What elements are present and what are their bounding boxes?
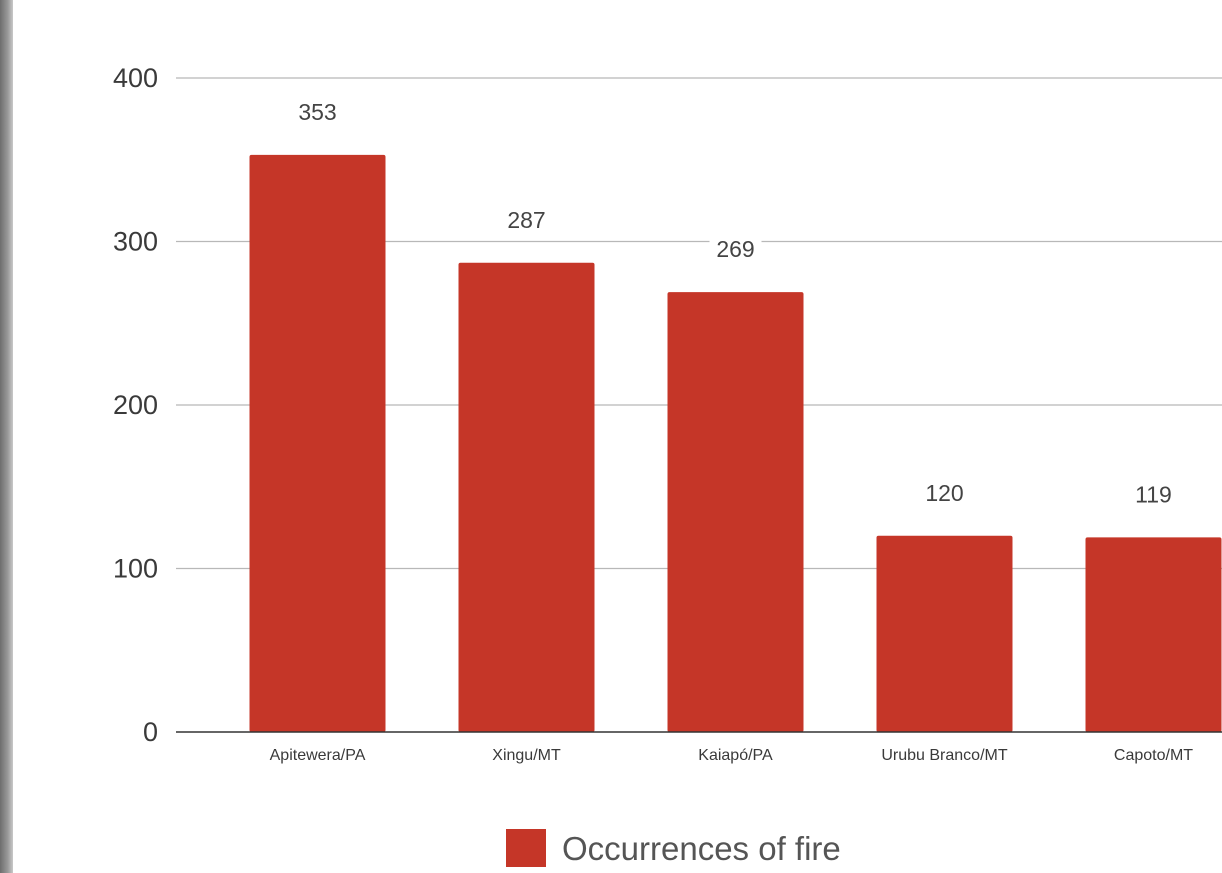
data-label-bg	[291, 97, 344, 127]
y-tick-label: 400	[113, 63, 158, 93]
x-tick-label: Urubu Branco/MT	[881, 747, 1007, 764]
y-tick-label: 100	[113, 554, 158, 584]
data-label-bg	[1127, 480, 1180, 510]
data-label: 353	[298, 99, 336, 125]
data-label-bg	[918, 478, 971, 508]
x-tick-label: Apitewera/PA	[270, 747, 366, 764]
bar	[249, 154, 386, 733]
data-label: 287	[507, 207, 545, 233]
data-label: 119	[1135, 481, 1172, 507]
legend-label: Occurrences of fire	[562, 830, 841, 867]
bar	[458, 262, 595, 732]
legend-swatch	[506, 829, 546, 867]
y-tick-label: 300	[113, 227, 158, 257]
data-labels: 353 287 269 120 119	[291, 97, 1180, 510]
bar	[1085, 537, 1222, 732]
data-label: 120	[925, 480, 963, 506]
y-axis-ticks: 0 100 200 300 400	[113, 63, 158, 747]
bar	[876, 535, 1013, 732]
data-label-bg	[500, 205, 553, 235]
data-label: 269	[716, 236, 754, 262]
x-tick-label: Xingu/MT	[492, 747, 561, 764]
y-tick-label: 200	[113, 390, 158, 420]
x-tick-label: Kaiapó/PA	[698, 747, 773, 764]
y-tick-label: 0	[143, 717, 158, 747]
bars	[249, 154, 1222, 733]
data-label-bg	[709, 235, 762, 265]
window-edge	[0, 0, 13, 873]
x-tick-label: Capoto/MT	[1114, 747, 1193, 764]
legend: Occurrences of fire	[506, 829, 841, 867]
x-axis-ticks: Apitewera/PA Xingu/MT Kaiapó/PA Urubu Branc…	[270, 747, 1194, 764]
bar	[667, 292, 804, 732]
